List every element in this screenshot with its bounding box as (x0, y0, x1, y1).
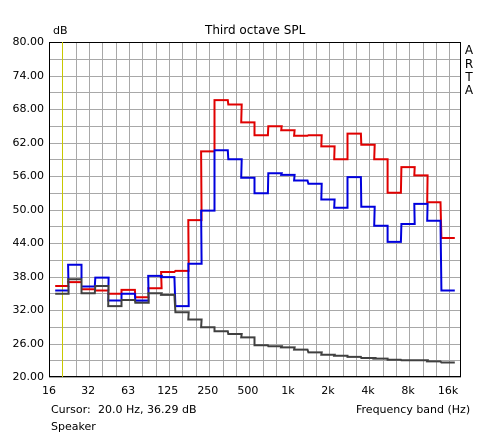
y-axis-label: dB (53, 24, 68, 37)
y-tick-label: 74.00 (12, 68, 45, 82)
brand-letter-r: R (464, 57, 474, 71)
x-tick-label: 125 (157, 384, 179, 397)
series-line-2 (55, 149, 455, 308)
y-tick-label: 38.00 (12, 269, 45, 283)
y-tick-label: 50.00 (12, 202, 45, 216)
y-tick-label: 26.00 (12, 336, 45, 350)
x-tick-label: 16 (42, 384, 56, 397)
x-tick-label: 4k (361, 384, 375, 397)
x-tick-label: 250 (197, 384, 219, 397)
brand-letter-a2: A (464, 83, 474, 97)
x-tick-label: 1k (281, 384, 295, 397)
series-group (55, 99, 455, 364)
y-tick-label: 80.00 (12, 35, 45, 48)
x-tick-label: 500 (237, 384, 259, 397)
plot-border (49, 42, 461, 377)
x-tick-label: 63 (121, 384, 136, 397)
y-tick-label: 68.00 (12, 102, 45, 115)
y-tick-label: 32.00 (12, 303, 45, 316)
cursor-label: Cursor: (51, 403, 91, 416)
plot-frame (49, 42, 461, 377)
y-tick-label: 20.00 (12, 370, 45, 383)
x-axis-label: Frequency band (Hz) (356, 403, 471, 416)
series-line-3 (55, 278, 455, 364)
brand-letter-a1: A (464, 43, 474, 57)
y-tick-label: 62.00 (12, 135, 45, 149)
grid-lines (49, 42, 461, 378)
cursor-readout: 20.0 Hz, 36.29 dB (98, 403, 197, 416)
y-tick-label: 44.00 (12, 236, 45, 249)
brand-letter-t: T (465, 70, 473, 84)
x-tick-label: 32 (81, 384, 96, 397)
device-label: Speaker (51, 420, 96, 433)
x-tick-label: 8k (401, 384, 415, 397)
chart-title: Third octave SPL (205, 23, 306, 37)
x-tick-label: 16k (437, 384, 459, 397)
plot-area[interactable] (49, 42, 461, 377)
y-tick-label: 56.00 (12, 169, 45, 182)
x-tick-label: 2k (321, 384, 335, 397)
series-line-1 (55, 99, 455, 299)
